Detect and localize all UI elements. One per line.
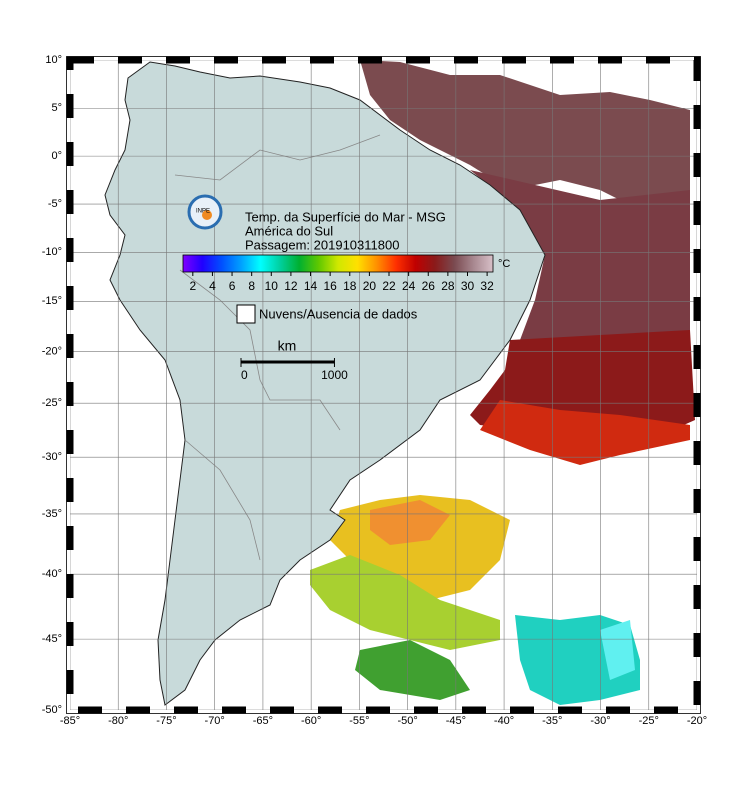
dynamic: -85° -80° -75° -70° -65° -60° -55° -50° -45° -40°… bbox=[42, 54, 707, 727]
scale-unit: km bbox=[278, 338, 297, 354]
border bbox=[179, 269, 341, 431]
sst-patch bbox=[310, 555, 500, 650]
lon-tick-label: -80° bbox=[108, 715, 128, 727]
sst-patch bbox=[355, 640, 470, 700]
lat-tick-label: 5° bbox=[51, 102, 62, 114]
lat-tick-label: -50° bbox=[42, 704, 62, 716]
colorbar-tick-label: 24 bbox=[402, 279, 416, 293]
colorbar-tick-label: 26 bbox=[422, 279, 436, 293]
lat-tick-label: -5° bbox=[48, 198, 62, 210]
border bbox=[174, 134, 381, 181]
map-frame bbox=[66, 56, 701, 714]
lon-tick-label: -60° bbox=[301, 715, 321, 727]
colorbar-tick-label: 28 bbox=[441, 279, 455, 293]
sst-patch bbox=[480, 400, 690, 465]
colorbar-tick-label: 30 bbox=[461, 279, 475, 293]
lon-tick-label: -25° bbox=[639, 715, 659, 727]
subtitle: América do Sul bbox=[245, 223, 333, 238]
map-frame-outer bbox=[66, 56, 701, 714]
sst-patch bbox=[600, 620, 635, 680]
border bbox=[184, 439, 261, 561]
lon-tick-label: -70° bbox=[205, 715, 225, 727]
lon-tick-label: -20° bbox=[687, 715, 707, 727]
lat-tick-label: -10° bbox=[42, 246, 62, 258]
colorbar-tick-label: 32 bbox=[480, 279, 494, 293]
graticule bbox=[70, 60, 697, 710]
sst-patches bbox=[310, 60, 695, 705]
logo-sun bbox=[202, 210, 212, 220]
lon-tick-label: -30° bbox=[590, 715, 610, 727]
colorbar-tick-label: 22 bbox=[382, 279, 396, 293]
legend-text: Nuvens/Ausencia de dados bbox=[259, 306, 418, 321]
colorbar-tick-label: 12 bbox=[284, 279, 298, 293]
colorbar-tick-label: 14 bbox=[304, 279, 318, 293]
lon-tick-label: -45° bbox=[446, 715, 466, 727]
lat-tick-label: -45° bbox=[42, 633, 62, 645]
lon-tick-label: -85° bbox=[60, 715, 80, 727]
lat-tick-label: 10° bbox=[45, 54, 62, 66]
sst-patch bbox=[360, 60, 690, 210]
lon-tick-label: -65° bbox=[253, 715, 273, 727]
colorbar-tick-label: 16 bbox=[323, 279, 337, 293]
colorbar bbox=[182, 254, 494, 273]
legend-swatch bbox=[236, 304, 256, 324]
lat-tick-label: -35° bbox=[42, 508, 62, 520]
inpe-logo: INPE bbox=[187, 194, 223, 230]
lon-tick-label: -35° bbox=[542, 715, 562, 727]
colorbar-tick-label: 6 bbox=[229, 279, 236, 293]
sst-patch bbox=[470, 170, 690, 340]
colorbar-tick-label: 20 bbox=[363, 279, 377, 293]
colorbar-tick-label: 2 bbox=[189, 279, 196, 293]
lon-tick-label: -40° bbox=[494, 715, 514, 727]
lon-tick-label: -75° bbox=[156, 715, 176, 727]
logo-text: INPE bbox=[196, 209, 210, 215]
lat-tick-label: 0° bbox=[51, 150, 62, 162]
map-area bbox=[70, 60, 697, 710]
sst-patch bbox=[370, 500, 450, 545]
colorbar-tick-label: 10 bbox=[265, 279, 279, 293]
colorbar-tick-label: 4 bbox=[209, 279, 216, 293]
scale-tick-label: 1000 bbox=[321, 368, 348, 382]
colorbar-tick-label: 18 bbox=[343, 279, 357, 293]
lat-tick-label: -40° bbox=[42, 568, 62, 580]
lon-tick-label: -50° bbox=[397, 715, 417, 727]
lat-tick-label: -20° bbox=[42, 345, 62, 357]
borders bbox=[174, 134, 381, 561]
colorbar-tick-label: 8 bbox=[248, 279, 255, 293]
lat-tick-label: -30° bbox=[42, 451, 62, 463]
lat-tick-label: -25° bbox=[42, 397, 62, 409]
scale-tick-label: 0 bbox=[241, 368, 248, 382]
lat-tick-label: -15° bbox=[42, 295, 62, 307]
lon-tick-label: -55° bbox=[349, 715, 369, 727]
title: Temp. da Superfície do Mar - MSG bbox=[245, 209, 446, 224]
pass-time: Passagem: 201910311800 bbox=[245, 237, 399, 252]
colorbar-unit: °C bbox=[498, 258, 510, 270]
